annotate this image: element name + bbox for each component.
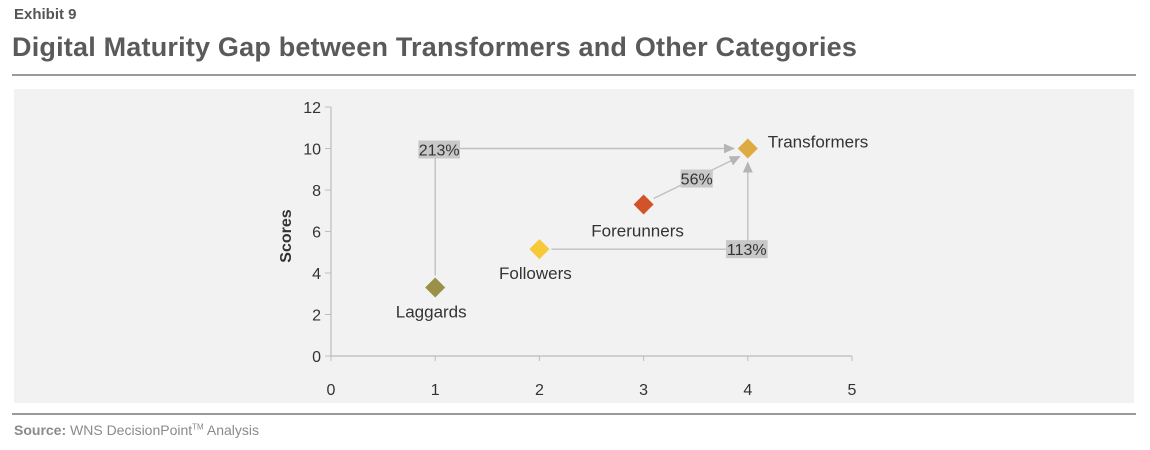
x-tick-label: 2 (535, 382, 544, 399)
footer-divider (12, 413, 1136, 415)
annotation-label: 56% (681, 172, 713, 189)
annotation-box (418, 140, 460, 159)
gap-annotations: 213% 56% 113% (418, 140, 768, 259)
point-label-laggards: Laggards (396, 303, 467, 322)
x-tick-label: 3 (639, 382, 648, 399)
trademark-mark: TM (192, 422, 204, 432)
point-label-followers: Followers (499, 264, 572, 283)
marker-transformers (737, 138, 758, 159)
y-tick-label: 6 (312, 225, 321, 242)
x-tick-label: 4 (743, 382, 752, 399)
x-tick-label: 1 (431, 382, 440, 399)
chart-panel (14, 89, 1134, 403)
point-label-forerunners: Forerunners (591, 222, 684, 241)
y-axis-title: Scores (278, 209, 295, 262)
title-divider (12, 74, 1136, 76)
marker-followers (529, 239, 550, 260)
y-tick-label: 10 (303, 142, 321, 159)
x-tick-label: 5 (848, 382, 857, 399)
data-points: Laggards Followers Forerunners Transformers (396, 133, 868, 322)
y-tick-label: 2 (312, 308, 321, 325)
annotation-box (680, 169, 713, 188)
y-tick-label: 4 (312, 266, 321, 283)
x-tick-label: 0 (327, 382, 336, 399)
source-suffix: Analysis (206, 422, 259, 438)
source-note: Source: WNS DecisionPointTM Analysis (14, 422, 259, 438)
connectors (434, 143, 753, 276)
marker-laggards (425, 277, 446, 298)
connector-laggards (434, 143, 735, 276)
chart-title: Digital Maturity Gap between Transformer… (12, 32, 858, 62)
y-tick-label: 8 (312, 183, 321, 200)
y-tick-label: 12 (303, 100, 321, 117)
y-tick-label: 0 (312, 349, 321, 366)
annotation-label: 213% (419, 143, 460, 160)
source-text: WNS DecisionPoint (70, 422, 193, 438)
marker-forerunners (633, 194, 654, 215)
point-label-transformers: Transformers (768, 133, 868, 152)
annotation-box (726, 240, 768, 259)
annotation-label: 113% (727, 242, 767, 259)
exhibit-number: Exhibit 9 (14, 6, 77, 23)
source-label: Source: (14, 422, 67, 438)
